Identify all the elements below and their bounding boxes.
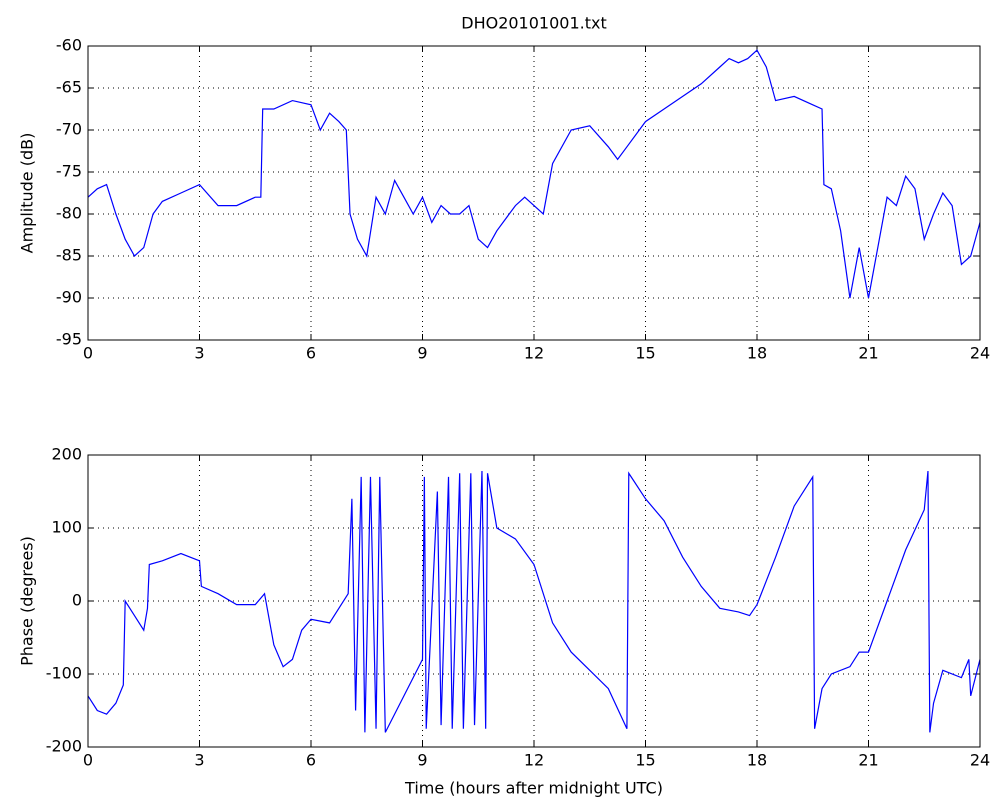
y-tick-label: 100 bbox=[51, 518, 82, 537]
y-tick-label: -200 bbox=[46, 737, 82, 756]
y-tick-label: -100 bbox=[46, 664, 82, 683]
data-line bbox=[87, 471, 981, 733]
y-tick-label: 200 bbox=[51, 445, 82, 464]
axes-box bbox=[87, 45, 981, 341]
x-tick-label: 12 bbox=[524, 751, 544, 770]
x-axis-label: Time (hours after midnight UTC) bbox=[404, 779, 663, 798]
y-tick-label: -70 bbox=[56, 120, 82, 139]
x-tick-label: 3 bbox=[194, 344, 204, 363]
y-tick-label: -90 bbox=[56, 288, 82, 307]
y-tick-label: -80 bbox=[56, 204, 82, 223]
x-tick-label: 24 bbox=[970, 751, 990, 770]
y-tick-label: -65 bbox=[56, 78, 82, 97]
y-tick-label: 0 bbox=[72, 591, 82, 610]
x-tick-label: 21 bbox=[858, 344, 878, 363]
x-tick-label: 21 bbox=[858, 751, 878, 770]
x-tick-label: 15 bbox=[635, 751, 655, 770]
plot-area bbox=[88, 46, 980, 340]
y-tick-label: -75 bbox=[56, 162, 82, 181]
x-tick-label: 6 bbox=[306, 751, 316, 770]
axes-box bbox=[87, 454, 981, 748]
x-tick-label: 9 bbox=[417, 751, 427, 770]
x-tick-label: 3 bbox=[194, 751, 204, 770]
x-tick-label: 24 bbox=[970, 344, 990, 363]
y-tick-label: -85 bbox=[56, 246, 82, 265]
data-line bbox=[87, 49, 981, 299]
x-tick-label: 15 bbox=[635, 344, 655, 363]
x-tick-label: 6 bbox=[306, 344, 316, 363]
y-axis-label: Phase (degrees) bbox=[18, 536, 37, 666]
x-tick-label: 12 bbox=[524, 344, 544, 363]
y-tick-label: -95 bbox=[56, 330, 82, 349]
y-tick-label: -60 bbox=[56, 36, 82, 55]
x-tick-label: 18 bbox=[747, 751, 767, 770]
x-tick-label: 18 bbox=[747, 344, 767, 363]
x-tick-label: 0 bbox=[83, 751, 93, 770]
chart-title: DHO20101001.txt bbox=[461, 14, 606, 33]
y-axis-label: Amplitude (dB) bbox=[18, 133, 37, 254]
x-tick-label: 9 bbox=[417, 344, 427, 363]
x-tick-label: 0 bbox=[83, 344, 93, 363]
